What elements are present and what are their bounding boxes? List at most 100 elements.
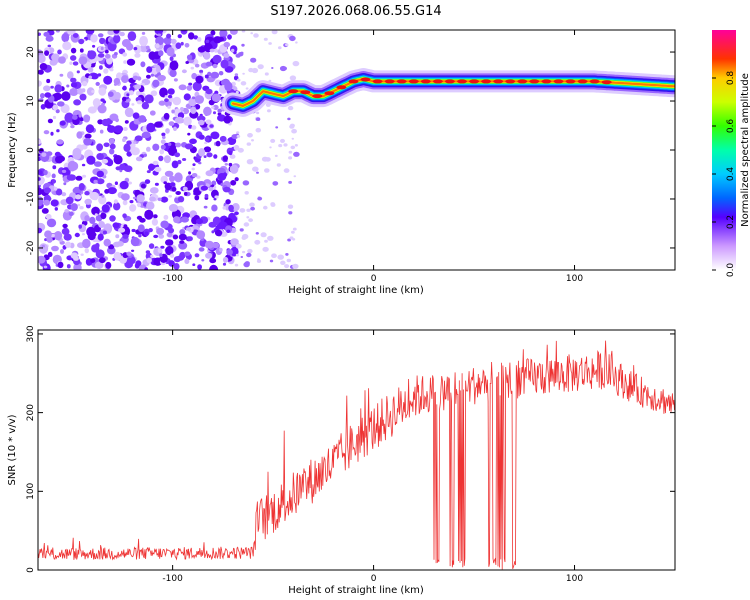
noise-blob [234,263,239,267]
noise-blob [246,208,251,212]
noise-blob [72,149,82,160]
noise-blob [131,228,136,233]
noise-blob [132,112,140,119]
noise-blob [278,46,282,50]
noise-blob [248,218,254,223]
noise-blob [160,220,169,229]
noise-blob [84,133,92,139]
noise-blob [122,86,126,90]
noise-blob [160,245,165,249]
noise-blob [101,194,105,198]
noise-blob [235,90,239,94]
noise-blob [251,139,254,142]
noise-blob [205,252,213,259]
noise-blob [133,141,137,145]
noise-blob [269,146,272,149]
noise-blob [59,73,64,77]
ridge-peak [601,80,612,85]
noise-blob [150,73,155,77]
noise-blob [109,113,119,121]
noise-blob [104,49,109,54]
noise-blob [169,182,176,187]
noise-blob [210,71,220,79]
noise-blob [269,259,274,263]
noise-blob [96,170,105,178]
noise-blob [123,60,127,64]
noise-blob [250,206,256,211]
noise-blob [148,243,155,249]
colorbar: 0.0 0.2 0.4 0.6 0.8 Normalized spectral ampl… [712,30,750,277]
noise-blob [191,173,198,178]
noise-blob [82,233,85,236]
noise-blob [78,38,85,45]
noise-blob [57,101,65,107]
noise-blob [98,195,107,205]
noise-blob [233,144,240,151]
noise-blob [289,35,296,42]
noise-blob [170,38,177,45]
noise-blob [72,61,79,66]
noise-blob [145,45,150,50]
noise-blob [231,48,235,53]
noise-blob [174,152,181,158]
noise-blob [158,155,164,162]
noise-blob [204,193,209,199]
noise-blob [43,169,48,176]
noise-blob [152,160,159,166]
noise-blob [113,241,121,248]
noise-blob [222,186,231,193]
noise-blob [139,44,148,53]
noise-blob [154,182,159,186]
noise-blob [97,233,104,241]
noise-blob [188,97,197,107]
noise-blob [113,251,122,261]
noise-blob [195,75,204,84]
noise-blob [129,204,137,212]
noise-blob [211,93,221,103]
noise-blob [46,78,51,84]
noise-blob [113,199,118,204]
noise-blob [69,61,73,65]
noise-blob [41,152,47,157]
noise-blob [271,67,274,69]
noise-blob [157,74,166,82]
spectrogram-x-tick-label: -100 [162,274,183,284]
noise-blob [243,222,250,227]
noise-blob [241,235,247,240]
noise-blob [44,92,52,98]
noise-blob [41,208,49,214]
noise-blob [203,205,208,209]
noise-blob [212,104,219,110]
noise-blob [217,108,222,114]
noise-blob [169,69,177,78]
noise-blob [168,121,175,126]
noise-blob [245,87,249,90]
noise-blob [218,71,224,76]
noise-blob [214,229,223,237]
noise-blob [280,138,285,143]
noise-blob [226,249,233,256]
noise-blob [127,256,136,265]
noise-blob [177,159,182,165]
noise-blob [228,204,234,212]
noise-blob [159,253,163,257]
noise-blob [78,113,82,118]
noise-blob [154,121,163,128]
noise-blob [165,245,174,256]
noise-blob [167,227,175,234]
noise-blob [236,78,241,82]
noise-blob [165,239,174,246]
noise-blob [181,69,187,74]
noise-blob [151,218,158,226]
noise-blob [172,234,179,240]
ridge-peak [408,79,419,84]
noise-blob [218,221,228,230]
noise-blob [107,30,115,36]
noise-blob [195,218,204,225]
noise-blob [181,30,187,33]
noise-blob [260,232,267,238]
noise-blob [123,127,128,131]
noise-blob [178,242,188,250]
noise-blob [38,153,41,157]
noise-blob [287,117,291,121]
